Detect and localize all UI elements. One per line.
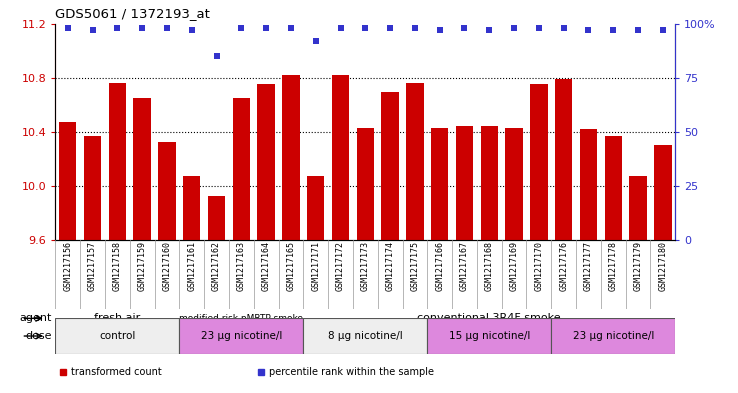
Bar: [183, 176, 201, 240]
Bar: [108, 83, 126, 240]
Bar: [630, 176, 646, 240]
Text: transformed count: transformed count: [71, 367, 162, 377]
Point: [558, 25, 570, 31]
Bar: [55, 318, 179, 354]
Bar: [179, 318, 303, 354]
Point: [235, 25, 247, 31]
Bar: [282, 75, 300, 240]
Bar: [382, 92, 399, 240]
Bar: [506, 128, 523, 240]
Point: [310, 38, 322, 44]
Point: [409, 25, 421, 31]
Point: [508, 25, 520, 31]
Point: [210, 53, 222, 59]
Bar: [604, 136, 622, 240]
Point: [657, 27, 669, 33]
Point: [458, 25, 470, 31]
Bar: [232, 98, 250, 240]
Text: control: control: [99, 331, 136, 341]
Point: [137, 25, 148, 31]
Text: 23 μg nicotine/l: 23 μg nicotine/l: [573, 331, 654, 341]
Point: [533, 25, 545, 31]
Point: [483, 27, 495, 33]
Bar: [84, 136, 101, 240]
Bar: [654, 145, 672, 240]
Text: modified risk pMRTP smoke: modified risk pMRTP smoke: [179, 314, 303, 323]
Point: [359, 25, 371, 31]
Bar: [208, 196, 225, 240]
Point: [285, 25, 297, 31]
Bar: [456, 126, 473, 240]
Bar: [158, 142, 176, 240]
Point: [607, 27, 619, 33]
Text: fresh air: fresh air: [94, 313, 140, 323]
Text: dose: dose: [25, 331, 52, 341]
Bar: [427, 318, 551, 354]
Point: [62, 25, 74, 31]
Bar: [59, 122, 77, 240]
Bar: [356, 128, 374, 240]
Point: [261, 25, 272, 31]
Point: [161, 25, 173, 31]
Point: [384, 25, 396, 31]
Point: [434, 27, 446, 33]
Point: [111, 25, 123, 31]
Text: agent: agent: [19, 313, 52, 323]
Text: 8 μg nicotine/l: 8 μg nicotine/l: [328, 331, 403, 341]
Bar: [555, 79, 573, 240]
Bar: [307, 176, 325, 240]
Text: percentile rank within the sample: percentile rank within the sample: [269, 367, 434, 377]
Bar: [580, 129, 597, 240]
Point: [186, 27, 198, 33]
Text: GDS5061 / 1372193_at: GDS5061 / 1372193_at: [55, 7, 210, 20]
Point: [582, 27, 594, 33]
Bar: [406, 83, 424, 240]
Text: conventional 3R4F smoke: conventional 3R4F smoke: [418, 313, 561, 323]
Bar: [134, 98, 151, 240]
Bar: [431, 128, 449, 240]
Point: [86, 27, 98, 33]
Bar: [551, 318, 675, 354]
Bar: [303, 318, 427, 354]
Text: 23 μg nicotine/l: 23 μg nicotine/l: [201, 331, 282, 341]
Bar: [332, 75, 349, 240]
Point: [632, 27, 644, 33]
Text: 15 μg nicotine/l: 15 μg nicotine/l: [449, 331, 530, 341]
Bar: [530, 84, 548, 240]
Bar: [480, 126, 498, 240]
Bar: [258, 84, 275, 240]
Point: [334, 25, 346, 31]
